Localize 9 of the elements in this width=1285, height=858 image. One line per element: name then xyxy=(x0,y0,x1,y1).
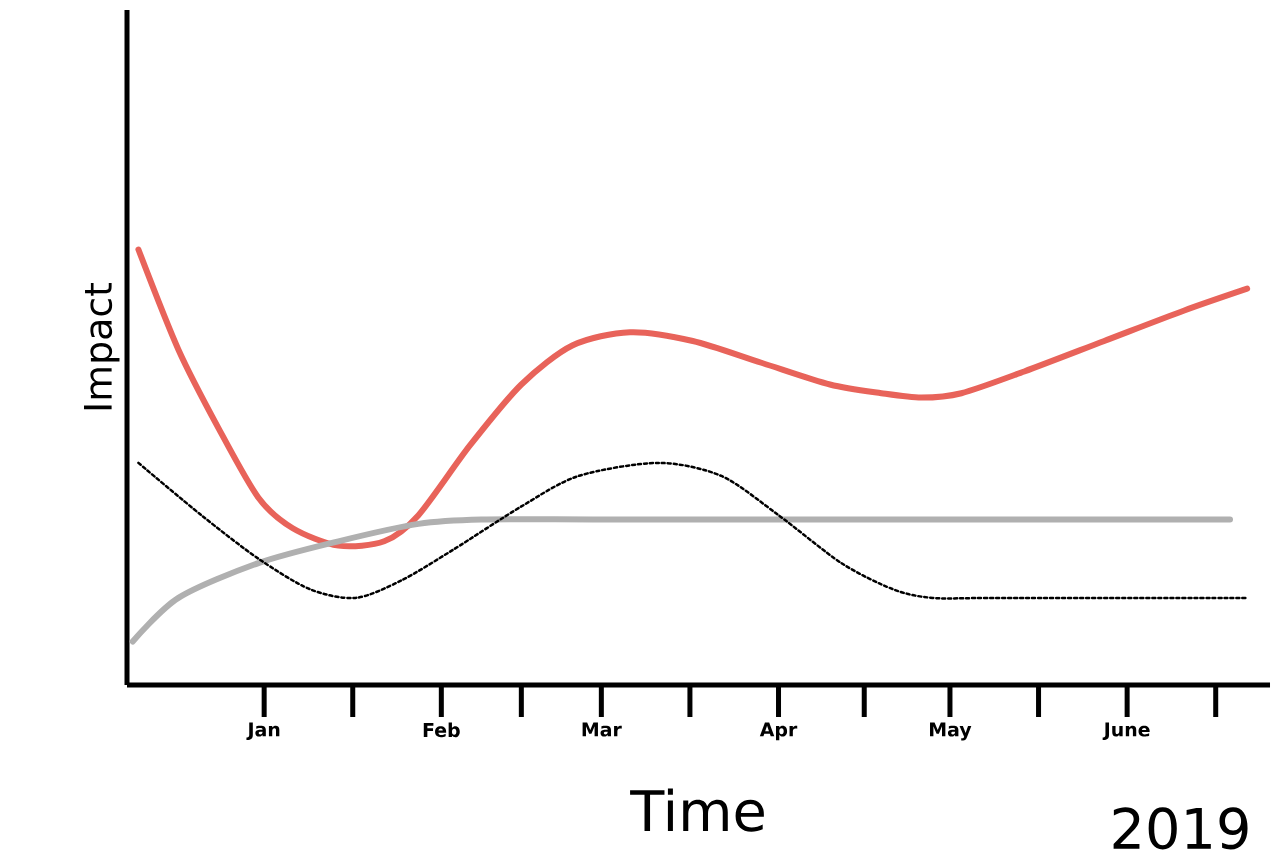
x-tick-label: Feb xyxy=(423,722,460,738)
x-tick-label: May xyxy=(930,722,972,741)
text: 2019 xyxy=(1113,807,1248,850)
x-tick-label: Apr xyxy=(759,722,798,741)
y-axis-title: Impact xyxy=(84,282,120,410)
x-tick-label: June xyxy=(1102,722,1150,741)
x-tick-label: Mar xyxy=(582,722,622,737)
x-axis-title: Time xyxy=(630,788,764,832)
x-tick-label: Jan xyxy=(246,722,280,741)
